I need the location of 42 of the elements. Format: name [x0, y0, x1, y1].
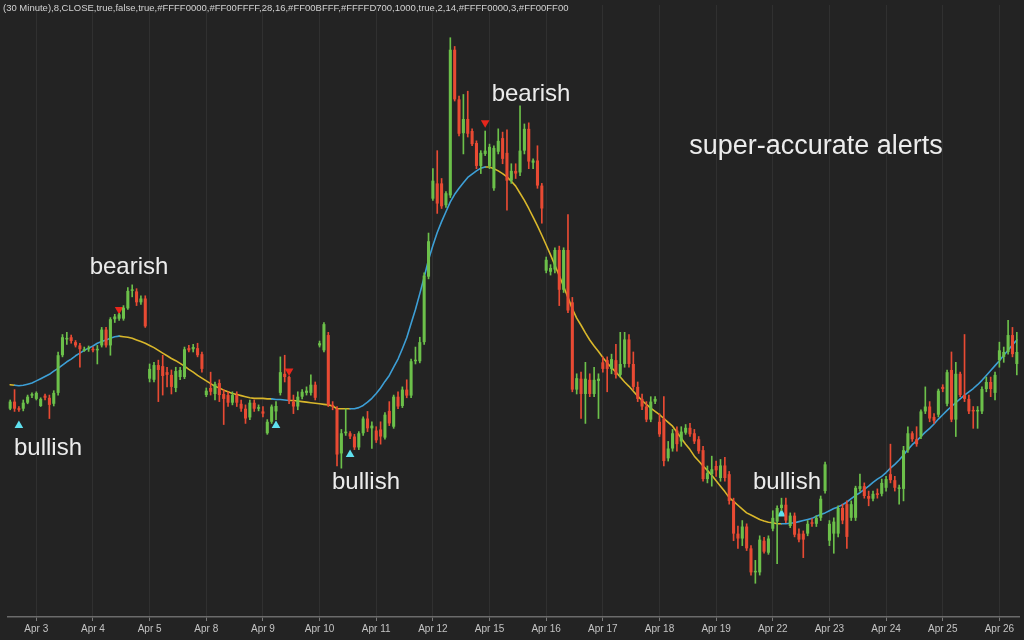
candlestick	[775, 505, 779, 564]
candlestick	[736, 525, 740, 549]
x-tick-label: Apr 16	[531, 622, 562, 634]
annotation: bullish	[13, 433, 83, 461]
candlestick	[514, 163, 518, 179]
x-tick-label: Apr 15	[474, 622, 505, 634]
x-tick-label: Apr 24	[871, 622, 902, 634]
annotation: super-accurate alerts	[689, 130, 943, 162]
x-tick-label: Apr 25	[928, 622, 958, 634]
x-tick-label: Apr 5	[137, 622, 163, 634]
point	[271, 420, 281, 429]
point	[14, 420, 24, 429]
candlestick	[165, 366, 169, 388]
x-tick-label: Apr 11	[361, 622, 392, 634]
candlestick	[714, 460, 718, 477]
x-tick-label: Apr 26	[984, 622, 1015, 634]
x-tick-label: Apr 17	[588, 622, 618, 634]
point	[345, 449, 355, 458]
x-tick-label: Apr 22	[758, 622, 788, 634]
x-tick-label: Apr 8	[194, 622, 219, 634]
candlestick	[161, 354, 165, 396]
annotation: bullish	[331, 467, 401, 495]
x-tick-label: Apr 23	[814, 622, 845, 634]
annotation: bullish	[752, 467, 822, 495]
candlestick	[274, 401, 278, 420]
chart-title: (30 Minute),8,CLOSE,true,false,true,#FFFF0000,#FF00FFFF,28,16,#FF00BFFF,#FFFFD700,1000,true,2,14,#FFFF0000,3,#FF00FF00	[3, 2, 569, 13]
x-tick-label: Apr 18	[644, 622, 675, 634]
x-tick-label: Apr 10	[304, 622, 335, 634]
candlestick	[801, 530, 805, 558]
candlestick	[130, 284, 134, 298]
candlestick	[710, 455, 714, 487]
candlestick	[618, 332, 622, 378]
candlestick	[78, 342, 82, 368]
candlestick	[283, 354, 287, 383]
annotation: bearish	[491, 79, 571, 107]
x-tick-label: Apr 19	[701, 622, 732, 634]
x-tick-label: Apr 12	[418, 622, 449, 634]
point	[480, 120, 490, 128]
x-tick-label: Apr 9	[250, 622, 276, 634]
x-tick-label: Apr 4	[81, 622, 106, 634]
annotation: bearish	[89, 252, 169, 280]
x-tick-label: Apr 3	[24, 622, 49, 634]
